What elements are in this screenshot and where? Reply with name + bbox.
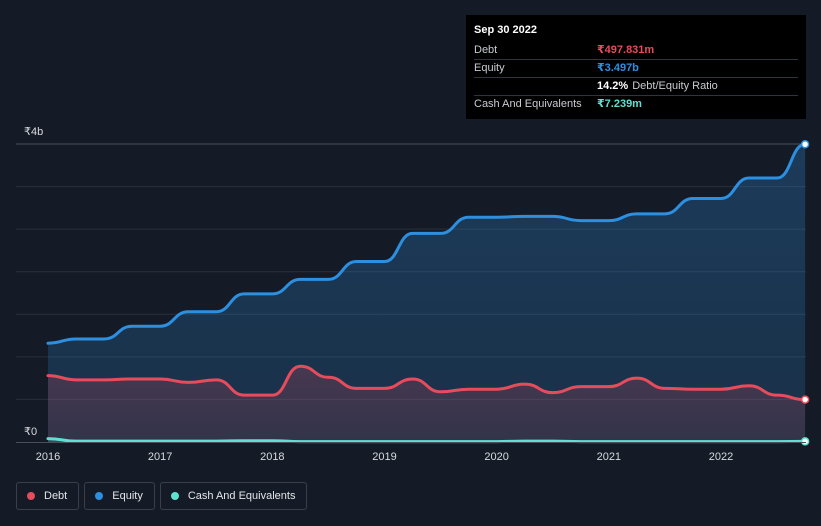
tooltip-debt-value: ₹497.831m — [597, 44, 655, 56]
tooltip-row-ratio: 14.2% Debt/Equity Ratio — [474, 78, 798, 96]
tooltip-debt-label: Debt — [474, 44, 498, 56]
x-tick-label: 2022 — [709, 451, 733, 463]
y-tick-label-top: ₹4b — [24, 126, 43, 138]
x-tick-label: 2020 — [484, 451, 508, 463]
tick-layer: ₹4b ₹0 — [24, 126, 43, 438]
tooltip-ratio-value: 14.2% — [597, 80, 629, 92]
line-layer — [46, 140, 810, 446]
tooltip-date: Sep 30 2022 — [474, 24, 537, 36]
equity-end-marker[interactable] — [800, 140, 810, 149]
legend-label-cash: Cash And Equivalents — [187, 490, 296, 502]
y-tick-label-zero: ₹0 — [24, 426, 37, 438]
legend-label-debt: Debt — [44, 490, 68, 502]
cash-dot-icon — [170, 492, 179, 500]
equity-area — [48, 144, 806, 442]
x-tick-label: 2021 — [597, 451, 621, 463]
debt-end-marker[interactable] — [800, 395, 810, 404]
cash-end-marker[interactable] — [800, 437, 810, 446]
legend-item-equity[interactable]: Equity — [84, 482, 155, 510]
tooltip-panel: Sep 30 2022 Debt ₹497.831m Equity ₹3.497… — [466, 15, 806, 119]
debt-area — [48, 366, 806, 442]
x-tick-label: 2019 — [372, 451, 396, 463]
tooltip-equity-label: Equity — [474, 62, 505, 74]
tooltip-row-cash: Cash And Equivalents ₹7.239m — [474, 96, 798, 113]
debt-line — [46, 364, 807, 402]
debt-dot-icon — [27, 492, 35, 500]
axis-layer: 2016 2017 2018 2019 2020 2021 2022 — [16, 442, 806, 463]
x-tick-label: 2016 — [36, 451, 60, 463]
equity-dot-icon — [95, 492, 104, 500]
tooltip-cash-label: Cash And Equivalents — [474, 98, 582, 110]
legend-item-cash[interactable]: Cash And Equivalents — [159, 482, 308, 510]
x-tick-label: 2017 — [148, 451, 172, 463]
tooltip-row-debt: Debt ₹497.831m — [474, 42, 798, 60]
tooltip-ratio-label: Debt/Equity Ratio — [632, 80, 718, 92]
tooltip-cash-value: ₹7.239m — [597, 98, 642, 110]
legend: Debt Equity Cash And Equivalents — [16, 482, 312, 510]
equity-line — [46, 142, 807, 345]
legend-item-debt[interactable]: Debt — [16, 482, 80, 510]
tooltip-row-equity: Equity ₹3.497b — [474, 60, 798, 78]
legend-label-equity: Equity — [112, 490, 143, 502]
cash-line — [46, 437, 807, 444]
area-layer — [48, 144, 806, 442]
tooltip-equity-value: ₹3.497b — [597, 62, 639, 74]
x-tick-label: 2018 — [260, 451, 284, 463]
